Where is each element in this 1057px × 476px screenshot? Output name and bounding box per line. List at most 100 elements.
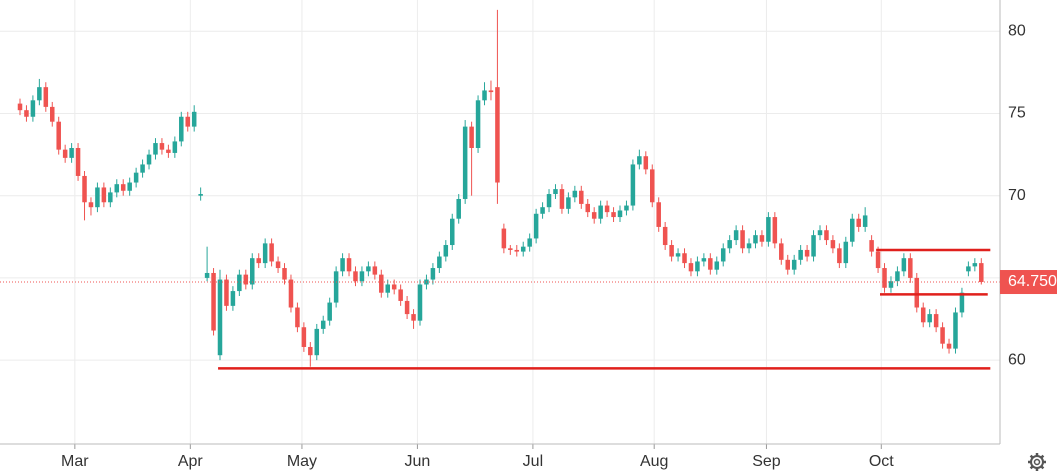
candle-body [43, 87, 49, 107]
candle-body [288, 279, 294, 308]
candle-body [817, 230, 823, 236]
candle-body [127, 182, 132, 191]
candle-body [443, 245, 449, 257]
plot-area [0, 0, 1000, 444]
candle-body [527, 238, 532, 247]
candle-body [662, 226, 668, 246]
last-price-tag [1000, 270, 1057, 295]
candle-body [327, 302, 332, 321]
candle-body [437, 256, 442, 269]
candle-body [385, 284, 390, 293]
candle-body [372, 266, 378, 275]
candle-body [224, 279, 229, 306]
gear-teeth [1028, 453, 1046, 471]
candle-body [204, 272, 210, 278]
candle-body [359, 271, 365, 282]
candle-body [591, 212, 597, 219]
candle-body [140, 164, 145, 173]
y-tick-label: 60 [1008, 351, 1026, 368]
candle-body [798, 249, 803, 260]
candle-body [804, 249, 810, 257]
candle-body [75, 148, 81, 176]
candle-body [301, 327, 307, 347]
candle-body [953, 312, 958, 349]
candle-body [727, 240, 732, 249]
candle-body [262, 243, 268, 264]
x-tick-label: Sep [752, 453, 781, 470]
candle-body [166, 149, 171, 153]
candle-body [275, 261, 281, 269]
candle-body [701, 258, 707, 262]
candle-body [772, 217, 778, 244]
candle-body [837, 248, 842, 264]
candle-body [617, 210, 623, 218]
candle-body [933, 314, 939, 328]
candle-body [237, 274, 242, 292]
candle-body [159, 143, 165, 150]
candle-body [256, 258, 261, 264]
y-tick-label: 80 [1008, 22, 1026, 39]
candle-body [30, 100, 36, 117]
candle-body [495, 87, 500, 183]
candle-body [824, 230, 829, 241]
candle-body [908, 258, 913, 278]
candle-body [101, 187, 107, 203]
candle-body [927, 314, 932, 323]
candle-body [733, 230, 739, 241]
x-tick-label: Jun [405, 453, 431, 470]
candle-body [24, 110, 29, 117]
candle-body [637, 156, 642, 165]
candle-body [714, 261, 720, 270]
candle-body [688, 263, 694, 272]
candle-body [785, 259, 790, 270]
candle-body [462, 126, 468, 199]
candle-body [766, 217, 771, 242]
candle-body [456, 198, 461, 219]
candle-body [959, 292, 965, 313]
candle-body [611, 212, 616, 218]
candle-body [146, 154, 152, 165]
candle-body [353, 271, 358, 282]
x-tick-label: Oct [869, 453, 894, 470]
candle-body [50, 106, 55, 122]
candle-body [972, 263, 978, 267]
candle-body [346, 258, 352, 272]
candle-body [850, 218, 855, 242]
candle-body [540, 207, 545, 214]
candle-body [17, 103, 23, 111]
candle-body [979, 263, 984, 283]
candle-body [559, 189, 565, 209]
candle-body [120, 184, 126, 191]
candle-body [643, 156, 649, 170]
settings-icon[interactable] [1028, 453, 1046, 471]
y-tick-label: 70 [1008, 187, 1026, 204]
candle-body [862, 215, 868, 227]
last-price-label: 64.750 [1008, 273, 1057, 290]
candle-body [520, 246, 526, 252]
candle-body [753, 235, 758, 244]
candle-body [379, 274, 384, 293]
candle-body [946, 343, 952, 349]
candle-body [417, 284, 423, 321]
candle-body [856, 218, 861, 227]
candle-body [153, 143, 158, 155]
candle-body [882, 268, 887, 288]
candle-body [875, 251, 881, 269]
candle-body [966, 266, 971, 272]
x-tick-label: Mar [61, 453, 89, 470]
candle-body [650, 169, 655, 203]
candle-body [920, 307, 926, 323]
candle-body [114, 184, 120, 193]
candle-body [843, 241, 849, 264]
candle-body [230, 291, 236, 306]
candle-body [585, 203, 590, 213]
candle-body [482, 90, 487, 101]
candle-body [314, 328, 320, 356]
candle-body [604, 205, 610, 213]
candle-body [901, 258, 907, 272]
candle-body [811, 235, 816, 257]
candle-body [172, 141, 178, 153]
candle-body [546, 194, 552, 208]
candle-body [295, 307, 300, 328]
